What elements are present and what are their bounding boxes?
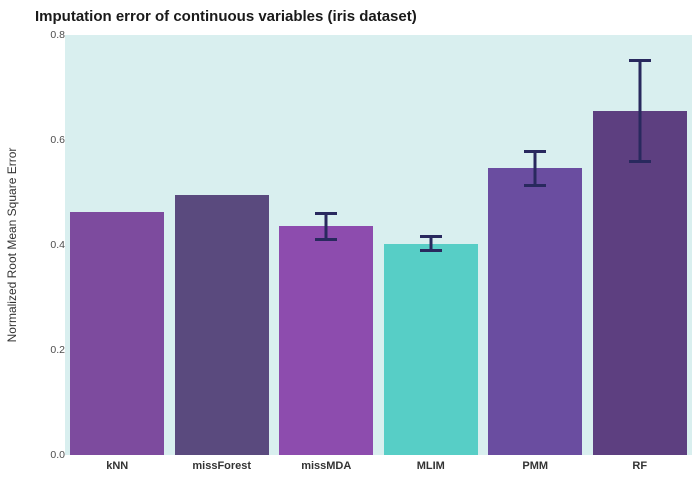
- errorbar-RF: [628, 59, 651, 164]
- errorbar-stem: [429, 234, 433, 253]
- errorbar-cap-top: [524, 149, 547, 153]
- errorbar-cap-bottom: [628, 160, 651, 164]
- y-tick-label-0.2: 0.2: [50, 344, 65, 356]
- errorbar-cap-top: [315, 212, 338, 216]
- errorbar-cap-top: [628, 59, 651, 63]
- y-axis-title: Normalized Root Mean Square Error: [5, 147, 19, 343]
- errorbar-PMM: [524, 149, 547, 188]
- errorbar-stem: [638, 59, 642, 164]
- bar-RF: [592, 111, 687, 455]
- y-tick-label-0.4: 0.4: [50, 239, 65, 251]
- bar-MLIM: [383, 244, 478, 455]
- errorbar-stem: [324, 212, 328, 241]
- bar-missForest: [174, 195, 269, 455]
- bar-kNN: [70, 212, 165, 455]
- x-tick-label-RF: RF: [632, 460, 648, 472]
- y-tick-label-0.8: 0.8: [50, 29, 65, 41]
- x-tick-label-MLIM: MLIM: [416, 460, 445, 472]
- errorbar-stem: [533, 149, 537, 188]
- errorbar-cap-bottom: [315, 237, 338, 241]
- chart-title: Imputation error of continuous variables…: [35, 8, 417, 25]
- y-tick-label-0.6: 0.6: [50, 134, 65, 146]
- x-tick-label-missForest: missForest: [192, 460, 252, 472]
- bar-PMM: [488, 168, 583, 455]
- x-tick-label-missMDA: missMDA: [301, 460, 352, 472]
- y-tick-label-0.0: 0.0: [50, 449, 65, 461]
- x-tick-label-kNN: kNN: [106, 460, 129, 472]
- errorbar-cap-bottom: [419, 249, 442, 253]
- plot-panel: [65, 35, 692, 455]
- errorbar-MLIM: [419, 234, 442, 253]
- errorbar-missMDA: [315, 212, 338, 241]
- errorbar-cap-top: [419, 234, 442, 238]
- bar-missMDA: [279, 225, 374, 455]
- x-tick-label-PMM: PMM: [522, 460, 549, 472]
- errorbar-cap-bottom: [524, 184, 547, 188]
